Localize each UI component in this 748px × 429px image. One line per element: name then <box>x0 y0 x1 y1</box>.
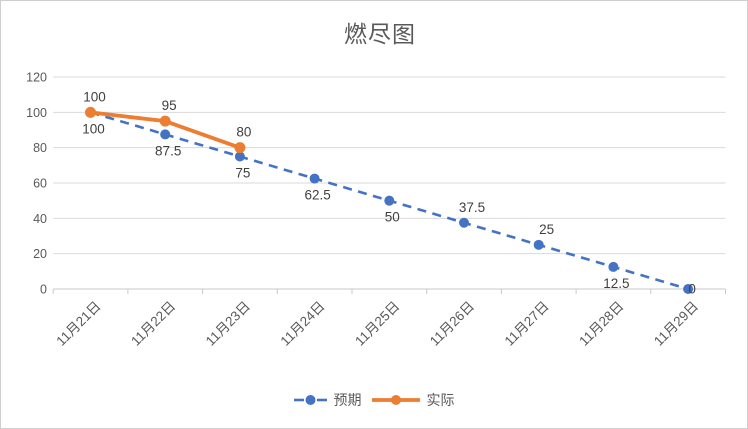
data-point[interactable] <box>608 261 619 272</box>
x-axis-category-label: 11月27日 <box>502 299 552 349</box>
y-axis-tick-label: 60 <box>33 177 47 191</box>
x-axis-category-label: 11月28日 <box>576 299 626 349</box>
data-label: 100 <box>82 121 105 136</box>
data-label: 0 <box>688 282 696 297</box>
data-label: 95 <box>162 98 177 113</box>
data-point[interactable] <box>234 142 246 154</box>
data-point[interactable] <box>159 115 171 127</box>
data-point[interactable] <box>160 129 171 140</box>
legend-marker <box>305 395 315 405</box>
x-axis-category-label: 11月29日 <box>651 299 701 349</box>
data-label: 37.5 <box>459 200 485 215</box>
y-axis-tick-label: 40 <box>33 212 47 226</box>
legend-item-actual[interactable]: 实际 <box>371 390 455 410</box>
data-point[interactable] <box>683 284 694 294</box>
data-point[interactable] <box>309 173 320 184</box>
legend-label-expected: 预期 <box>333 392 362 408</box>
data-label: 50 <box>385 210 400 225</box>
expected-line-icon <box>293 395 327 405</box>
data-point[interactable] <box>459 217 469 228</box>
data-point[interactable] <box>85 106 96 118</box>
data-point[interactable] <box>384 195 395 206</box>
data-label: 75 <box>235 166 250 181</box>
data-label: 87.5 <box>155 143 181 158</box>
data-label: 62.5 <box>304 188 330 203</box>
y-axis-tick-label: 100 <box>26 106 47 120</box>
x-axis-category-label: 11月25日 <box>352 299 402 349</box>
data-point[interactable] <box>533 239 544 250</box>
legend: 预期 实际 <box>1 390 747 410</box>
data-label: 12.5 <box>603 276 629 291</box>
legend-item-expected[interactable]: 预期 <box>293 390 362 410</box>
x-axis-category-label: 11月24日 <box>277 299 327 349</box>
chart-title: 燃尽图 <box>344 21 416 47</box>
x-axis-category-label: 11月22日 <box>128 299 178 349</box>
data-label: 80 <box>236 125 251 140</box>
y-axis-tick-label: 120 <box>26 71 47 85</box>
x-axis-category-label: 11月21日 <box>53 299 103 349</box>
legend-marker <box>390 395 401 405</box>
y-axis-tick-label: 0 <box>40 283 47 297</box>
actual-line-icon <box>371 395 420 405</box>
x-axis-category-label: 11月26日 <box>427 299 477 349</box>
legend-label-actual: 实际 <box>426 392 455 408</box>
y-axis-tick-label: 20 <box>33 247 47 261</box>
x-axis-category-label: 11月23日 <box>203 299 253 349</box>
y-axis-tick-label: 80 <box>33 141 47 155</box>
data-label: 25 <box>539 222 554 237</box>
data-point[interactable] <box>234 151 245 162</box>
data-label: 100 <box>83 89 106 104</box>
